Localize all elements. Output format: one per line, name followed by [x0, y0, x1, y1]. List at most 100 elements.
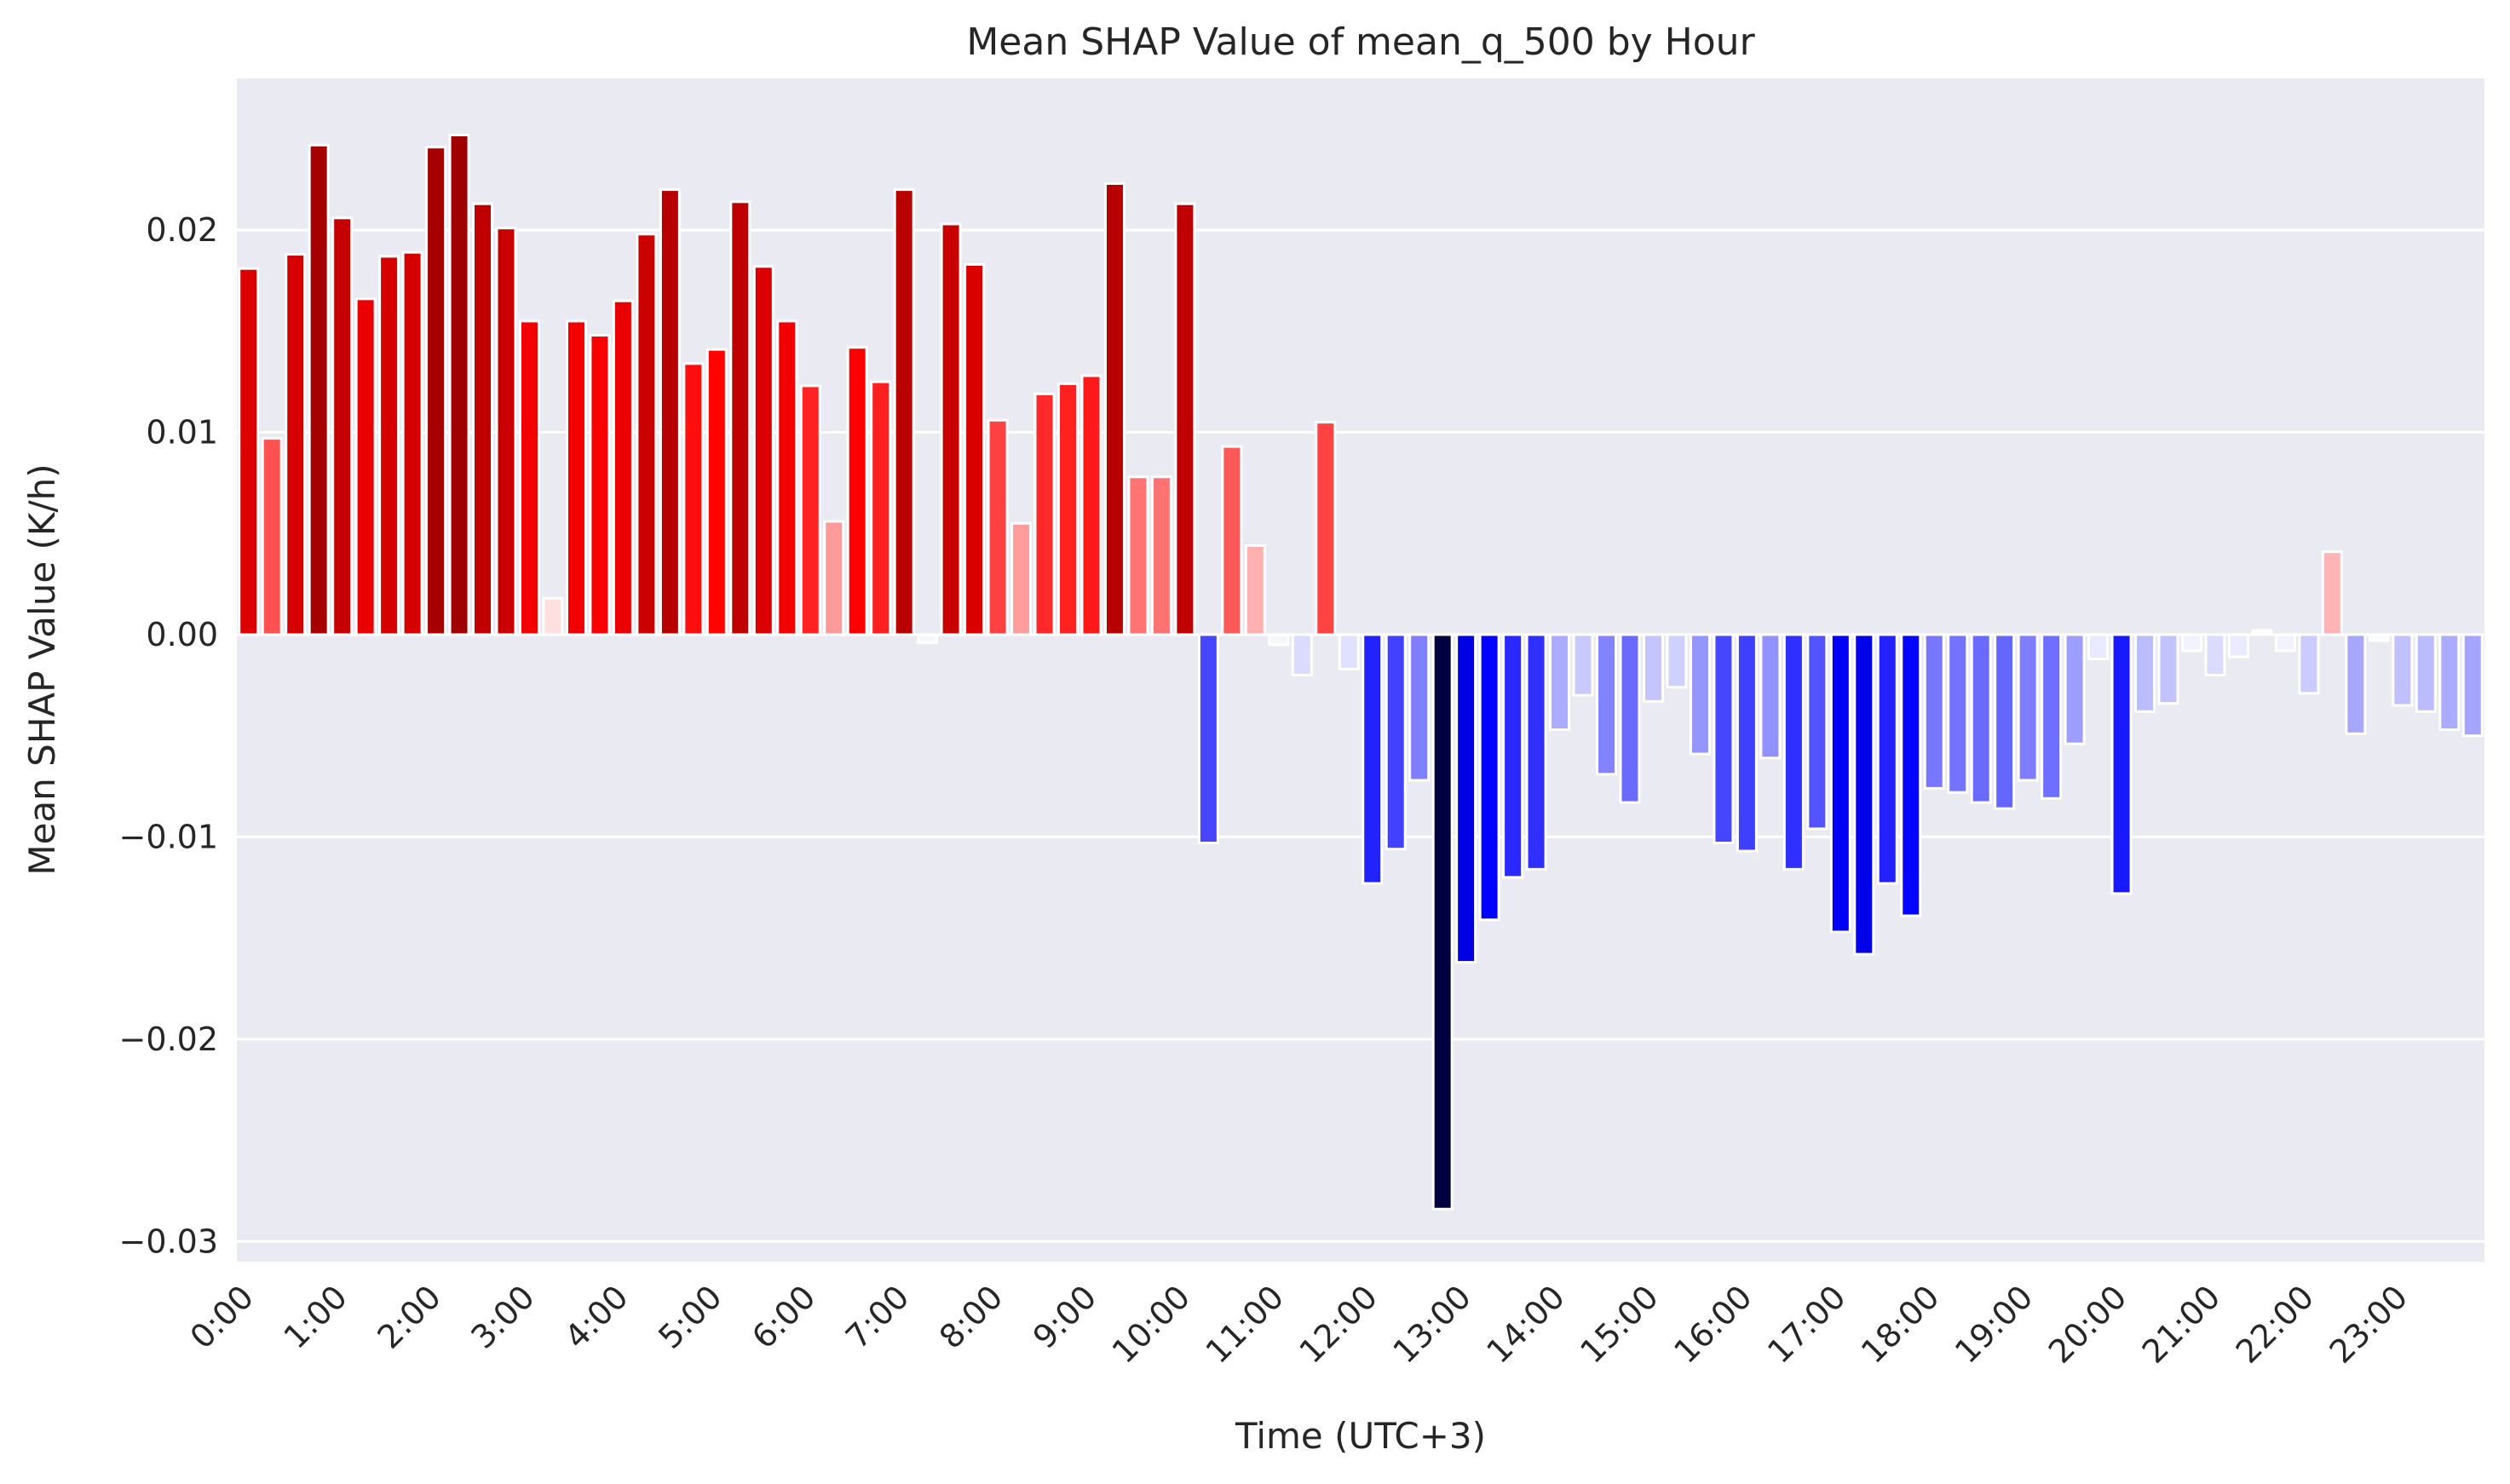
bar	[448, 133, 470, 636]
y-tick-label: 0.00	[146, 616, 218, 653]
bar	[1362, 633, 1384, 885]
bar	[1689, 633, 1711, 756]
bar	[1291, 633, 1313, 676]
x-tick-label: 17:00	[1760, 1278, 1853, 1371]
bar	[2157, 633, 2179, 705]
bar	[2087, 633, 2110, 660]
bar	[2041, 633, 2063, 800]
bar	[940, 222, 962, 636]
bar	[2251, 629, 2273, 636]
bar	[1759, 633, 1782, 760]
bar	[1385, 633, 1407, 851]
x-tick-label: 23:00	[2323, 1278, 2415, 1371]
bar	[2368, 633, 2390, 642]
bar	[1010, 521, 1033, 636]
bar	[1221, 445, 1243, 636]
bar	[401, 250, 423, 636]
bar	[1806, 633, 1828, 831]
bar	[2461, 633, 2484, 738]
bar	[1994, 633, 2016, 810]
x-tick-label: 11:00	[1199, 1278, 1292, 1371]
bar	[2204, 633, 2226, 676]
x-tick-label: 4:00	[557, 1278, 635, 1355]
x-tick-label: 21:00	[2135, 1278, 2228, 1371]
bar	[2345, 633, 2367, 735]
bar	[823, 520, 845, 636]
bar	[1057, 383, 1079, 636]
bar	[1782, 633, 1805, 871]
bar	[1080, 374, 1102, 636]
bar	[1525, 633, 1547, 871]
bar	[2227, 633, 2249, 659]
y-tick-label: −0.03	[119, 1222, 218, 1260]
bar	[2274, 633, 2296, 653]
bar	[261, 437, 283, 636]
bar	[1876, 633, 1898, 885]
bar	[1572, 633, 1594, 697]
x-tick-label: 20:00	[2041, 1278, 2134, 1371]
bar	[565, 319, 587, 636]
bar	[1127, 475, 1149, 636]
bar	[2321, 550, 2343, 636]
bar	[752, 265, 774, 636]
bar	[2298, 633, 2320, 695]
y-tick-label: 0.02	[146, 211, 218, 249]
bar	[729, 200, 751, 636]
bar	[2392, 633, 2414, 707]
bar	[285, 253, 307, 636]
y-axis-title: Mean SHAP Value (K/h)	[21, 463, 63, 875]
bar	[1033, 392, 1056, 636]
bar	[1244, 544, 1266, 636]
bar	[472, 202, 494, 636]
y-tick-label: −0.01	[119, 818, 218, 855]
bar	[518, 319, 540, 636]
bar	[1642, 633, 1664, 703]
bar	[1947, 633, 1969, 794]
bar	[589, 334, 611, 636]
x-tick-label: 22:00	[2229, 1278, 2322, 1371]
bar	[1174, 202, 1196, 636]
y-tick-labels: 0.02 0.01 0.00 −0.01 −0.02 −0.03	[119, 211, 218, 1260]
bar	[893, 188, 915, 636]
x-tick-label: 8:00	[932, 1278, 1010, 1355]
x-tick-label: 16:00	[1667, 1278, 1759, 1371]
bar	[1666, 633, 1688, 689]
bar	[1549, 633, 1571, 732]
x-tick-label: 7:00	[838, 1278, 916, 1355]
bar	[1478, 633, 1500, 922]
bar	[1596, 633, 1618, 776]
bar	[1736, 633, 1758, 853]
bar	[1150, 475, 1172, 636]
bar	[1455, 633, 1477, 964]
chart-title: Mean SHAP Value of mean_q_500 by Hour	[966, 20, 1755, 64]
bar	[308, 143, 330, 636]
x-tick-label: 0:00	[183, 1278, 261, 1355]
bar	[2017, 633, 2039, 782]
x-tick-labels: 0:00 1:00 2:00 3:00 4:00 5:00 6:00 7:00 8:00 9:00…	[183, 1278, 2415, 1371]
bar	[1502, 633, 1524, 879]
bar	[1103, 181, 1125, 636]
x-tick-label: 12:00	[1292, 1278, 1385, 1371]
bar	[1713, 633, 1735, 845]
bar	[1829, 633, 1851, 934]
bar	[917, 633, 939, 644]
x-tick-label: 1:00	[277, 1278, 354, 1355]
bar	[1853, 633, 1875, 956]
bar	[2438, 633, 2461, 732]
bar	[331, 216, 354, 636]
x-tick-label: 2:00	[370, 1278, 447, 1355]
bar	[776, 319, 798, 636]
bar	[682, 362, 705, 636]
x-tick-label: 10:00	[1105, 1278, 1198, 1371]
x-tick-label: 15:00	[1573, 1278, 1666, 1371]
bar	[987, 418, 1009, 636]
bar	[2064, 633, 2086, 745]
bar	[1923, 633, 1945, 790]
bar	[1431, 633, 1454, 1211]
bar	[425, 146, 447, 636]
bar	[378, 255, 400, 636]
bar	[1315, 421, 1337, 636]
bar	[238, 267, 260, 636]
bar	[1900, 633, 1922, 917]
